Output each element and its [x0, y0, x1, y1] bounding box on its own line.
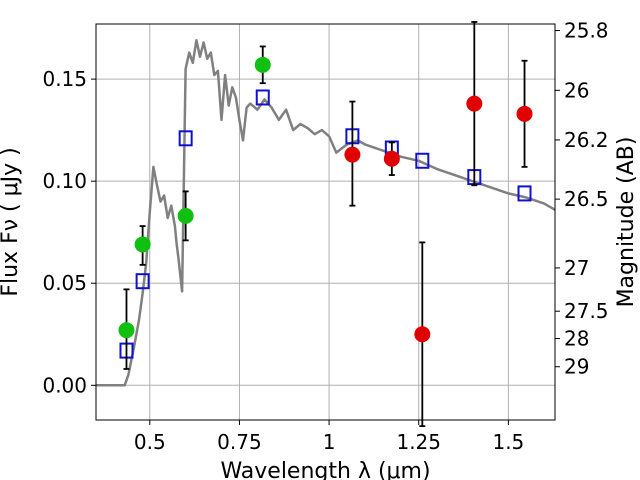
observed-flux-point — [466, 95, 483, 112]
magnitude-tick-label: 26.5 — [564, 187, 609, 211]
right-axis-label: Magnitude (AB) — [614, 137, 639, 308]
magnitude-tick-label: 26.2 — [564, 128, 609, 152]
x-tick-label: 0.75 — [217, 430, 262, 454]
magnitude-tick-label: 25.8 — [564, 19, 609, 43]
y-tick-label: 0.10 — [42, 169, 87, 193]
observed-flux-point — [383, 150, 400, 167]
y-tick-label: 0.00 — [42, 373, 87, 397]
x-tick-label: 1.5 — [492, 430, 524, 454]
grid-lines — [96, 24, 555, 420]
left-y-axis: 0.00 0.05 0.10 0.15 — [42, 67, 96, 397]
magnitude-tick-label: 27 — [564, 256, 589, 280]
model-photometry-square — [178, 130, 193, 147]
observed-flux-point — [134, 236, 151, 253]
observed-flux-point — [516, 105, 533, 122]
observed-flux-point — [177, 207, 194, 224]
x-tick-label: 1.25 — [396, 430, 441, 454]
observed-flux-point — [254, 56, 271, 73]
observed-flux-point — [414, 326, 431, 343]
photometry-points-layer — [118, 21, 533, 428]
x-tick-label: 0.5 — [134, 430, 166, 454]
observed-flux-point — [118, 322, 135, 339]
magnitude-tick-label: 27.5 — [564, 299, 609, 323]
plot-frame — [95, 23, 556, 421]
y-axis-label: Flux Fν ( μJy ) — [0, 147, 23, 296]
x-axis-label: Wavelength λ (μm) — [220, 459, 430, 480]
x-axis: 0.5 0.75 1 1.25 1.5 — [134, 420, 524, 454]
y-tick-label: 0.15 — [42, 67, 87, 91]
magnitude-tick-label: 28 — [564, 327, 589, 351]
right-magnitude-axis: 25.8 26 26.2 26.5 27 27.5 28 29 — [555, 19, 609, 379]
model-spectrum-line — [96, 39, 556, 387]
y-tick-label: 0.05 — [42, 271, 87, 295]
model-photometry-square — [135, 273, 150, 290]
magnitude-tick-label: 29 — [564, 355, 589, 379]
model-photometry-square — [255, 89, 270, 106]
model-photometry-square — [517, 185, 532, 202]
model-spectrum-layer — [96, 39, 556, 387]
magnitude-tick-label: 26 — [564, 78, 589, 102]
x-tick-label: 1 — [323, 430, 336, 454]
observed-flux-point — [344, 146, 361, 163]
model-photometry-square — [415, 152, 430, 169]
